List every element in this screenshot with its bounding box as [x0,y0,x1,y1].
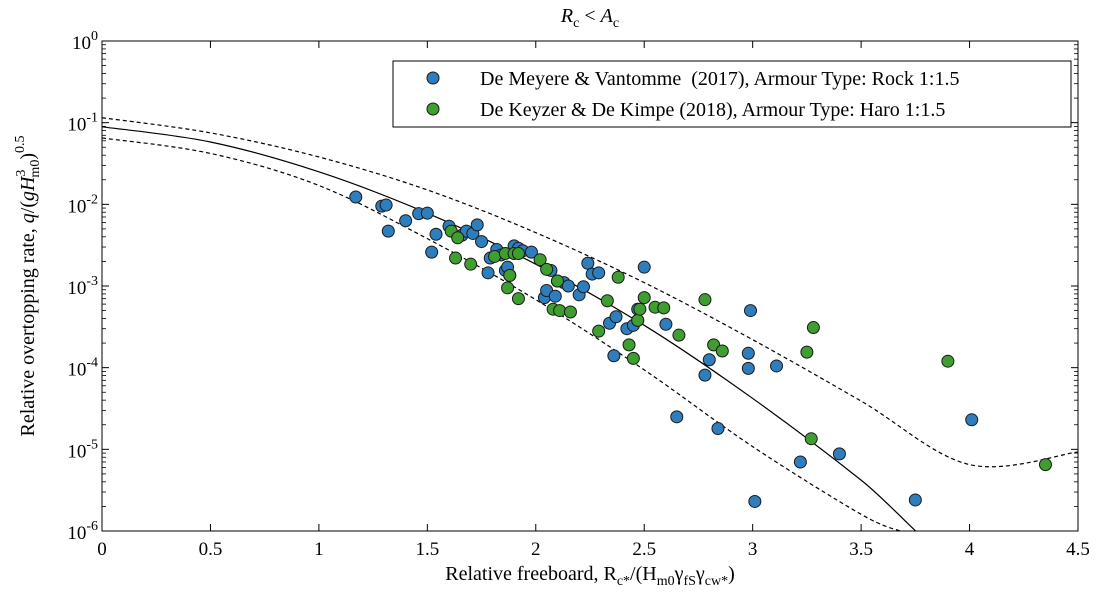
data-point-de-keyzer [592,324,606,338]
data-point-de-meyere [744,304,757,318]
data-point-de-meyere [548,289,562,303]
data-point-de-keyzer [626,351,640,365]
data-point-de-meyere [741,346,755,360]
x-tick-label: 2 [531,539,541,560]
x-tick-label: 0.5 [199,539,223,560]
data-point-de-keyzer [511,292,525,306]
y-tick-label: 10-4 [67,356,98,381]
x-tick-label: 1 [314,539,324,560]
data-point-de-meyere [481,266,495,280]
chart-title: Rc < Ac [560,5,619,31]
data-point-de-keyzer [698,293,712,307]
data-point-de-meyere [637,260,651,274]
data-point-de-meyere [832,447,846,461]
y-axis-label: Relative overtopping rate, q/(gH3m0)0.5 [13,136,43,437]
data-point-de-keyzer [464,257,478,271]
data-point-de-meyere [429,227,443,241]
legend-box [392,60,1072,128]
line-lower-bound [102,137,901,531]
data-point-de-keyzer [553,304,567,318]
data-point-de-meyere [659,317,673,331]
data-point-de-keyzer [1038,458,1052,472]
data-point-de-meyere [399,214,413,228]
x-tick-label: 3 [748,539,758,560]
data-point-de-keyzer [550,274,564,288]
legend-marker-de-meyere [426,71,440,85]
data-point-de-meyere [420,206,434,220]
data-point-de-keyzer [633,302,647,316]
data-point-de-keyzer [563,305,577,319]
data-points [349,190,1052,508]
line-upper-bound [102,117,1078,468]
data-point-de-keyzer [715,344,729,358]
data-point-de-meyere [793,455,807,469]
x-tick-label: 3.5 [849,539,873,560]
data-point-de-meyere [670,410,684,424]
data-point-de-meyere [470,218,484,232]
data-point-de-keyzer [451,231,465,245]
data-point-de-keyzer [611,270,625,284]
x-axis-label: Relative freeboard, Rc*/(Hm0γfSγcw*) [445,563,735,589]
data-point-de-meyere [741,361,755,375]
data-point-de-keyzer [657,301,671,315]
data-point-de-meyere [475,235,489,249]
data-point-de-meyere [702,353,716,367]
data-point-de-meyere [965,413,979,427]
data-point-de-keyzer [488,249,502,263]
y-tick-label: 100 [72,29,98,54]
data-point-de-keyzer [941,354,955,368]
data-point-de-meyere [698,368,712,382]
data-point-de-keyzer [511,247,525,260]
data-point-de-meyere [908,493,922,507]
legend: De Meyere & Vantomme (2017), Armour Type… [392,60,1072,128]
data-point-de-keyzer [672,328,686,342]
x-tick-label: 0 [97,539,107,560]
y-tick-label: 10-5 [67,437,98,462]
data-point-de-meyere [711,421,725,435]
data-point-de-keyzer [637,291,651,305]
data-point-de-meyere [561,279,575,293]
x-tick-label: 2.5 [632,539,656,560]
y-tick-label: 10-1 [67,111,98,136]
data-point-de-meyere [609,310,623,324]
data-point-de-keyzer [600,294,614,308]
data-point-de-keyzer [806,321,820,335]
data-point-de-keyzer [449,251,463,265]
legend-label-de-keyzer: De Keyzer & De Kimpe (2018), Armour Type… [480,99,945,121]
data-point-de-meyere [770,359,784,373]
data-point-de-keyzer [622,338,636,352]
x-axis: 0 0.5 1 1.5 2 2.5 3 3.5 4 4.5 [97,41,1090,560]
legend-label-de-meyere: De Meyere & Vantomme (2017), Armour Type… [480,68,959,90]
data-point-de-meyere [748,494,762,508]
y-tick-label: 10-3 [67,274,98,299]
data-point-de-keyzer [533,253,547,267]
data-point-de-keyzer [503,268,517,282]
y-axis: 10-6 10-5 10-4 10-3 10-2 10-1 100 [67,29,1078,544]
data-point-de-keyzer [631,313,645,327]
data-point-de-meyere [425,245,439,259]
legend-marker-de-keyzer [426,102,440,116]
y-tick-label: 10-2 [67,192,98,217]
data-point-de-meyere [349,190,363,204]
data-point-de-meyere [592,266,606,280]
x-tick-label: 4.5 [1066,539,1090,560]
data-point-de-meyere [607,349,621,363]
data-point-de-meyere [381,224,395,238]
data-point-de-meyere [576,280,590,294]
data-point-de-meyere [379,198,393,212]
data-point-de-meyere [524,245,538,259]
x-tick-label: 4 [965,539,975,560]
x-tick-label: 1.5 [415,539,439,560]
data-point-de-keyzer [501,281,515,295]
data-point-de-keyzer [800,345,814,359]
data-point-de-meyere [581,256,595,270]
y-tick-label: 10-6 [67,519,98,544]
data-point-de-keyzer [804,432,818,446]
data-point-de-keyzer [540,262,554,276]
